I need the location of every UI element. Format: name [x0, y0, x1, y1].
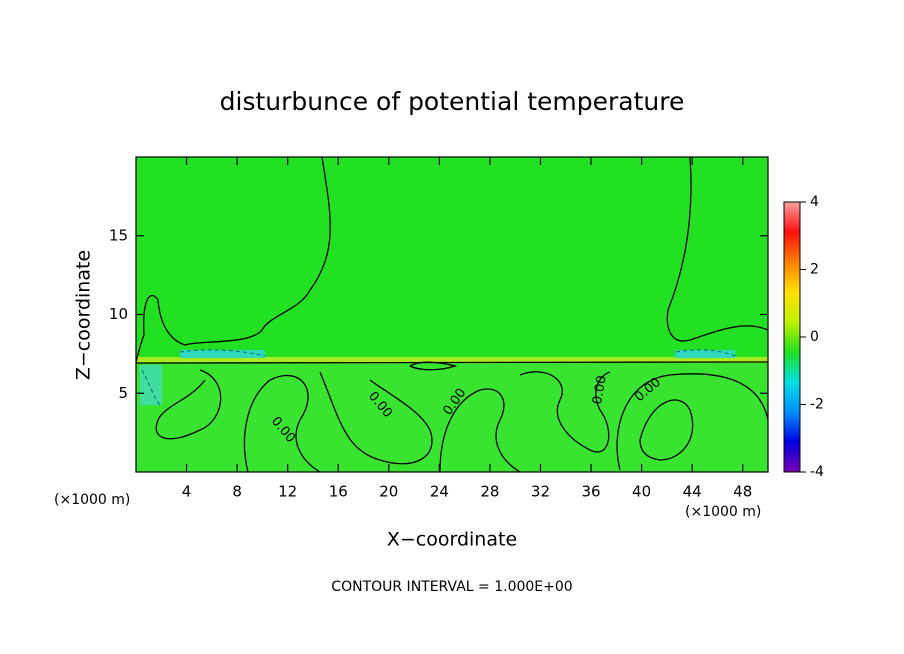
y-axis-label: Z−coordinate	[73, 250, 95, 380]
x-tick-label: 4	[182, 483, 192, 501]
contour-line	[136, 361, 768, 364]
x-tick-label: 44	[683, 483, 702, 501]
contour-line	[136, 157, 331, 363]
contour-line	[155, 369, 222, 440]
contour-line	[439, 388, 521, 472]
colorbar	[783, 201, 801, 473]
contour-line	[666, 157, 768, 342]
cool-patch	[675, 350, 735, 358]
x-tick-label: 36	[581, 483, 600, 501]
contour-line	[409, 361, 458, 371]
cool-patch	[180, 350, 265, 358]
y-tick-label: 15	[109, 226, 128, 244]
x-tick-label: 32	[531, 483, 550, 501]
contour-line	[243, 374, 321, 472]
contour-line	[639, 399, 694, 461]
x-tick-label: 8	[232, 483, 242, 501]
plot-area	[136, 157, 768, 472]
y-tick-label: 5	[118, 384, 128, 402]
colorbar-tick-label: 2	[810, 262, 819, 278]
contour-line	[519, 371, 611, 453]
y-unit-label: (×1000 m)	[54, 492, 130, 508]
chart-title: disturbunce of potential temperature	[220, 87, 685, 116]
cool-patch	[140, 365, 162, 405]
colorbar-tick-label: 4	[810, 194, 819, 210]
x-tick-label: 28	[480, 483, 499, 501]
negative-contour	[141, 349, 736, 406]
contour-label: 0.00	[590, 374, 610, 405]
colorbar-tick-label: -4	[810, 464, 824, 480]
colorbar-tick-label: 0	[810, 329, 819, 345]
y-tick-label: 10	[109, 305, 128, 323]
axes	[136, 157, 768, 472]
x-tick-label: 16	[329, 483, 348, 501]
contour-line	[319, 371, 433, 465]
contour-line	[616, 373, 768, 471]
footnote: CONTOUR INTERVAL = 1.000E+00	[331, 579, 572, 595]
x-tick-label: 48	[733, 483, 752, 501]
x-axis-label: X−coordinate	[387, 529, 517, 551]
colorbar-tick-label: -2	[810, 397, 824, 413]
x-tick-label: 24	[430, 483, 449, 501]
x-tick-label: 40	[632, 483, 651, 501]
x-tick-label: 20	[379, 483, 398, 501]
x-tick-label: 12	[278, 483, 297, 501]
inversion-band	[136, 357, 768, 363]
x-unit-label: (×1000 m)	[685, 504, 761, 520]
